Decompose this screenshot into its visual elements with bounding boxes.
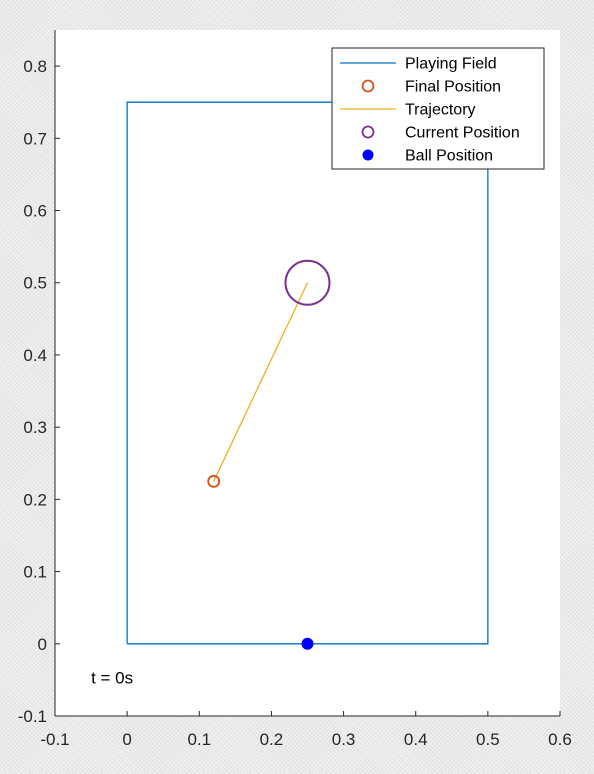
legend-entry-trajectory: Trajectory	[340, 102, 476, 119]
x-tick-label: 0.2	[260, 730, 284, 749]
legend-swatch	[361, 79, 375, 93]
legend: Playing Field Final Position Trajectory Cur…	[331, 47, 545, 170]
y-tick-label: 0.4	[23, 346, 47, 365]
y-tick-label: 0.6	[23, 202, 47, 221]
x-tick-label: 0.6	[548, 730, 572, 749]
ball-position-marker	[301, 637, 314, 650]
legend-swatch	[362, 149, 374, 161]
legend-swatch	[361, 125, 375, 139]
x-tick-label: 0	[122, 730, 131, 749]
x-tick-label: 0.5	[476, 730, 500, 749]
legend-items: Playing Field Final Position Trajectory Cur…	[340, 56, 520, 165]
y-tick-label: -0.1	[18, 707, 47, 726]
y-tick-label: 0	[38, 635, 47, 654]
y-axis-ticks: -0.1 0 0.1 0.2 0.3 0.4 0.5 0.6 0.7 0.8	[18, 57, 60, 726]
y-tick-label: 0.1	[23, 563, 47, 582]
legend-label: Ball Position	[405, 148, 493, 165]
y-tick-label: 0.8	[23, 57, 47, 76]
y-tick-label: 0.5	[23, 274, 47, 293]
x-tick-label: 0.3	[332, 730, 356, 749]
annotations: t = 0s	[91, 669, 133, 688]
x-tick-label: -0.1	[40, 730, 69, 749]
legend-label: Final Position	[405, 79, 501, 96]
axes: -0.1 0 0.1 0.2 0.3 0.4 0.5 0.6 -0.1 0 0.1 0.2 0.3 0.…	[18, 30, 572, 749]
y-tick-label: 0.2	[23, 490, 47, 509]
x-axis-ticks: -0.1 0 0.1 0.2 0.3 0.4 0.5 0.6	[40, 711, 572, 749]
legend-entry-ball-position: Ball Position	[362, 148, 493, 165]
legend-label: Trajectory	[405, 102, 476, 119]
x-tick-label: 0.1	[187, 730, 211, 749]
legend-label: Current Position	[405, 125, 520, 142]
legend-label: Playing Field	[405, 56, 497, 73]
current-position-marker	[284, 259, 331, 306]
legend-entry-final-position: Final Position	[361, 79, 501, 96]
trajectory-line	[213, 282, 309, 482]
y-tick-label: 0.3	[23, 418, 47, 437]
y-tick-label: 0.7	[23, 129, 47, 148]
legend-entry-playing-field: Playing Field	[340, 56, 497, 73]
legend-entry-current-position: Current Position	[361, 125, 520, 142]
x-tick-label: 0.4	[404, 730, 428, 749]
final-position-marker	[207, 474, 221, 488]
time-annotation: t = 0s	[91, 669, 133, 688]
